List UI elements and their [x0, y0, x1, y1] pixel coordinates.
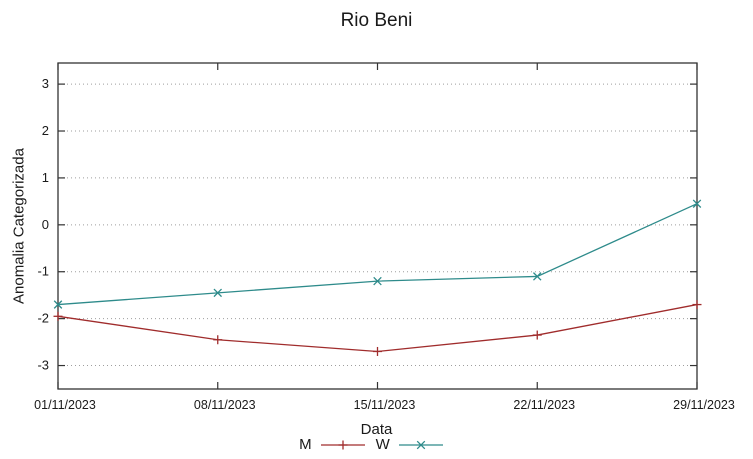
series-line-w [57, 203, 698, 306]
x-tick-label: 22/11/2023 [513, 398, 575, 412]
legend: M W [0, 436, 753, 453]
y-axis-label: Anomalia Categorizada [10, 148, 28, 304]
y-tick-label: -3 [37, 358, 49, 373]
series-markers-w [53, 199, 702, 309]
plot-frame [57, 62, 698, 390]
y-tick-label: 3 [42, 76, 49, 91]
legend-item-w: W [376, 436, 454, 453]
y-tick-label: -2 [37, 311, 49, 326]
x-tick-label: 29/11/2023 [673, 398, 735, 412]
legend-label-w: W [375, 436, 390, 453]
chart-title: Rio Beni [340, 10, 413, 31]
x-tick-label: 08/11/2023 [194, 398, 256, 412]
x-marker [416, 440, 426, 449]
legend-item-m: M [299, 436, 376, 453]
x-marker [373, 276, 382, 286]
y-tick-label: 0 [42, 217, 49, 232]
legend-line-sample-w [398, 440, 443, 449]
x-marker [532, 272, 542, 281]
series-markers-m [53, 300, 702, 356]
x-marker [53, 300, 63, 309]
y-tick-label: -1 [37, 264, 49, 279]
legend-line-sample-m [320, 440, 365, 449]
y-tick-label: 2 [42, 123, 49, 138]
x-axis-label: Data [360, 421, 393, 438]
y-tick-label: 1 [42, 170, 49, 185]
x-marker [213, 288, 223, 298]
series-line-m [57, 303, 698, 353]
x-tick-label: 15/11/2023 [354, 398, 416, 412]
x-marker [692, 199, 702, 208]
x-tick-label: 01/11/2023 [34, 398, 96, 412]
legend-label-m: M [299, 436, 312, 453]
